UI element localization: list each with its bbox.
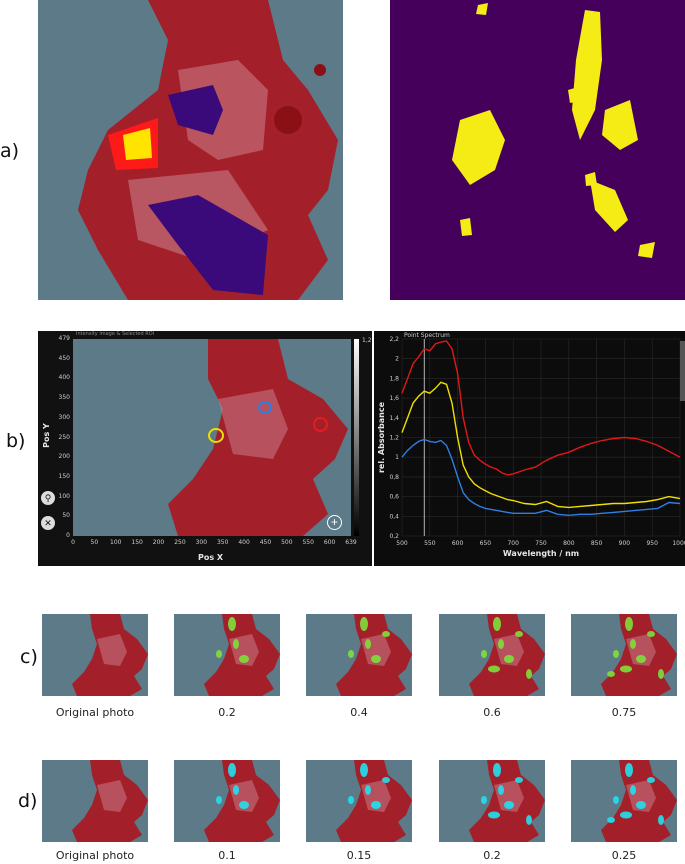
x-tick-label: 650 xyxy=(480,540,492,547)
y-tick-label: 0,4 xyxy=(389,513,399,520)
y-tick-label: 150 xyxy=(58,472,70,480)
x-tick-label: 0 xyxy=(71,539,75,546)
x-tick-label: 100 xyxy=(110,539,122,546)
y-tick-label: 300 xyxy=(58,413,70,421)
y-tick-label: 2 xyxy=(395,356,399,363)
row-label-c: c) xyxy=(20,646,38,668)
x-tick-label: 600 xyxy=(452,540,464,547)
x-tick-label: 900 xyxy=(619,540,631,547)
y-tick-label: 1,6 xyxy=(389,395,399,402)
row-d-thumbnail-3 xyxy=(439,760,545,842)
y-tick-label: 0,8 xyxy=(389,474,399,481)
y-tick-label: 1,4 xyxy=(389,415,399,422)
intensity-image-title: Intensity image & Selected ROI xyxy=(76,331,155,337)
y-tick-label: 479 xyxy=(58,335,70,342)
x-tick-label: 200 xyxy=(152,539,165,546)
row-d-thumbnail-2 xyxy=(306,760,412,842)
y-tick-label: 400 xyxy=(58,374,70,382)
blue-roi-marker[interactable] xyxy=(258,401,272,414)
row-c-thumbnail-1 xyxy=(174,614,280,696)
y-tick-label: 2,2 xyxy=(389,336,399,343)
x-tick-label: 250 xyxy=(174,539,186,546)
tissue-photo-with-rois xyxy=(38,0,343,300)
x-tick-label: 450 xyxy=(259,539,272,546)
y-tick-label: 0 xyxy=(66,532,70,539)
remove-button-icon[interactable]: ✕ xyxy=(41,516,55,530)
zoom-button-icon[interactable]: ⚲ xyxy=(41,491,55,505)
red-roi-marker[interactable] xyxy=(313,417,328,432)
y-axis-label: rel. Absorbance xyxy=(377,401,386,473)
y-tick-label: 450 xyxy=(58,354,70,362)
y-tick-label: 1 xyxy=(395,454,399,461)
y-tick-label: 100 xyxy=(58,492,70,500)
tissue-photo-svg xyxy=(38,0,343,300)
x-tick-label: 550 xyxy=(302,539,314,546)
segmentation-mask xyxy=(390,0,685,300)
row-label-b: b) xyxy=(6,430,26,452)
x-tick-label: 50 xyxy=(90,539,99,546)
intensity-image-panel: Intensity image & Selected ROI + 1,2 Pos… xyxy=(38,331,372,566)
row-d-caption-2: 0.15 xyxy=(346,849,372,862)
x-tick-label: 639 xyxy=(345,539,357,546)
y-tick-label: 350 xyxy=(58,394,70,402)
pos-y-label: Pos Y xyxy=(41,423,51,448)
row-label-a: a) xyxy=(0,140,20,162)
row-d-thumbnail-1 xyxy=(174,760,280,842)
x-tick-label: 600 xyxy=(323,539,336,546)
spectrum-series-line-2 xyxy=(401,438,681,517)
row-d-caption-0: Original photo xyxy=(55,849,135,862)
x-tick-label: 850 xyxy=(591,540,603,547)
chart-title: Point Spectrum xyxy=(404,332,450,339)
segmentation-mask-svg xyxy=(390,0,685,300)
colorbar xyxy=(354,339,359,536)
x-tick-label: 500 xyxy=(396,540,408,547)
y-tick-label: 0,6 xyxy=(389,494,399,501)
x-tick-label: 400 xyxy=(238,539,250,546)
spectrum-series-line-1 xyxy=(401,381,681,509)
row-c-caption-3: 0.6 xyxy=(483,706,501,719)
row-d-caption-1: 0.1 xyxy=(218,849,236,862)
x-tick-label: 300 xyxy=(195,539,208,546)
row-d-thumbnail-0 xyxy=(42,760,148,842)
x-tick-label: 950 xyxy=(646,540,658,547)
intensity-image: + xyxy=(73,339,351,536)
row-d-caption-4: 0.25 xyxy=(611,849,637,862)
x-tick-label: 700 xyxy=(507,540,519,547)
row-d-caption-3: 0.2 xyxy=(483,849,501,862)
add-roi-icon[interactable]: + xyxy=(327,515,342,530)
x-tick-label: 350 xyxy=(216,539,229,546)
y-tick-label: 1,8 xyxy=(389,375,399,382)
row-c-caption-0: Original photo xyxy=(55,706,135,719)
row-c-thumbnail-3 xyxy=(439,614,545,696)
yellow-roi-marker[interactable] xyxy=(208,428,224,443)
y-tick-label: 250 xyxy=(58,433,70,441)
spectrum-scroll-handle[interactable] xyxy=(680,341,685,401)
x-tick-label: 550 xyxy=(424,540,436,547)
row-c-thumbnail-4 xyxy=(571,614,677,696)
x-tick-label: 150 xyxy=(131,539,143,546)
row-c-caption-1: 0.2 xyxy=(218,706,236,719)
y-tick-label: 200 xyxy=(58,453,70,461)
row-c-caption-4: 0.75 xyxy=(611,706,637,719)
row-c-thumbnail-2 xyxy=(306,614,412,696)
x-tick-label: 500 xyxy=(281,539,293,546)
x-tick-label: 750 xyxy=(535,540,547,547)
x-axis-label: Wavelength / nm xyxy=(503,549,579,558)
row-c-thumbnail-0 xyxy=(42,614,148,696)
row-c-caption-2: 0.4 xyxy=(350,706,368,719)
y-tick-label: 0,2 xyxy=(389,533,399,540)
y-tick-label: 1,2 xyxy=(389,435,399,442)
y-tick-label: 50 xyxy=(62,512,70,520)
colorbar-top-label: 1,2 xyxy=(362,337,372,344)
x-tick-label: 800 xyxy=(563,540,575,547)
row-d-thumbnail-4 xyxy=(571,760,677,842)
spectrum-series-line-0 xyxy=(401,340,681,476)
pos-x-label: Pos X xyxy=(198,553,224,562)
row-label-d: d) xyxy=(18,790,38,812)
